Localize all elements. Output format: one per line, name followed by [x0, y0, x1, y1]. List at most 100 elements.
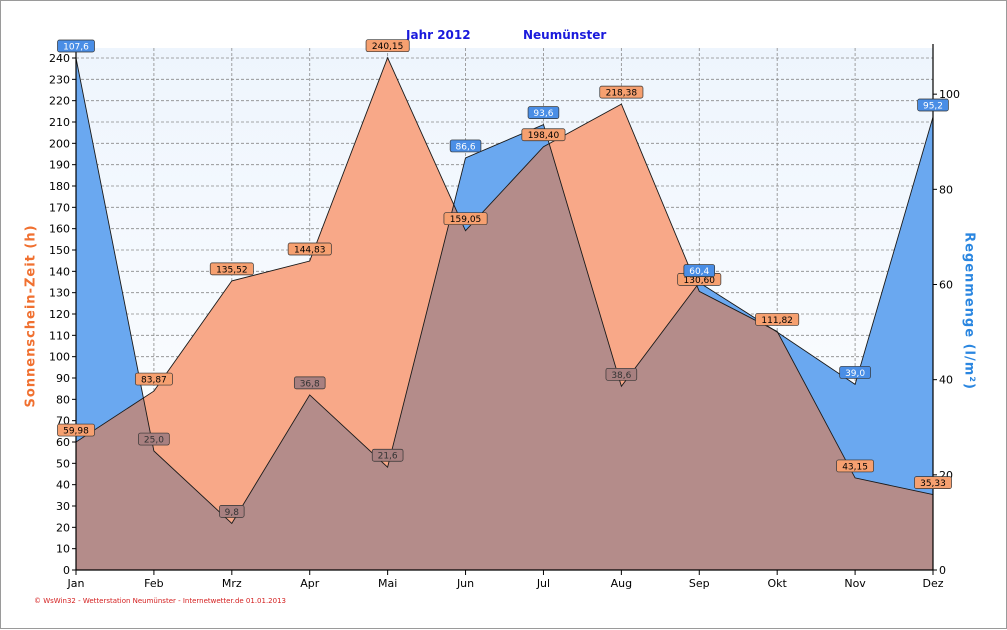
data-label-rain-text: 25,0 [144, 436, 164, 446]
data-label-rain: 21,6 [371, 448, 404, 462]
category-label: Apr [300, 577, 320, 590]
data-label-sun: 159,05 [443, 212, 488, 226]
data-label-rain-box [917, 98, 949, 112]
category-label: Jul [536, 577, 550, 590]
chart-title-year: Jahr 2012 [406, 28, 471, 42]
data-label-sun-box [209, 262, 254, 276]
data-label-rain-text: 21,6 [378, 452, 398, 462]
data-label-sun-box [57, 423, 95, 437]
data-label-sun: 218,38 [599, 85, 644, 99]
data-label-rain-text: 86,6 [456, 142, 476, 152]
series-line-sun [75, 56, 934, 496]
data-label-sun-box [599, 85, 644, 99]
data-label-rain-box [683, 264, 716, 277]
data-label-rain-text: 107,6 [63, 43, 89, 53]
tick-label-left: 160 [49, 223, 70, 236]
data-label-sun: 135,52 [209, 262, 254, 276]
series-line-rain [75, 57, 934, 525]
category-label: Aug [611, 577, 632, 590]
data-label-sun: 43,15 [836, 459, 874, 473]
data-label-rain-box [605, 367, 638, 381]
data-label-rain-text: 9,8 [225, 508, 240, 518]
data-label-rain-box [527, 106, 560, 119]
data-label-rain-box [371, 448, 404, 462]
data-label-rain: 107,6 [57, 39, 95, 53]
chart-title-place: Neumünster [523, 28, 607, 42]
tick-label-left: 10 [56, 543, 70, 556]
data-label-sun-text: 111,82 [761, 316, 793, 326]
data-label-rain-box [293, 376, 326, 390]
tick-label-left: 100 [49, 351, 70, 364]
tick-label-left: 110 [49, 329, 70, 342]
category-label: Jan [67, 577, 85, 590]
data-label-rain-text: 38,6 [611, 371, 631, 381]
category-label: Sep [689, 577, 710, 590]
series-area-overlap [76, 143, 933, 570]
data-label-sun: 111,82 [755, 313, 800, 326]
data-label-sun-box [755, 313, 800, 326]
data-label-rain: 95,2 [917, 98, 949, 112]
tick-label-left: 60 [56, 436, 70, 449]
data-label-sun: 240,15 [365, 39, 410, 52]
data-label-rain-box [219, 505, 245, 518]
data-label-sun-text: 144,83 [294, 246, 326, 256]
tick-label-right: 60 [939, 278, 953, 291]
data-label-sun-box [287, 242, 332, 256]
data-label-sun-text: 135,52 [216, 265, 248, 275]
data-label-rain-text: 95,2 [923, 102, 943, 112]
data-label-rain-box [839, 366, 871, 379]
data-label-sun-text: 218,38 [606, 89, 638, 99]
tick-label-left: 120 [49, 308, 70, 321]
data-label-rain-box [138, 432, 170, 446]
data-label-rain-text: 60,4 [689, 267, 709, 277]
data-label-sun: 83,87 [135, 372, 173, 386]
data-label-sun-text: 240,15 [372, 42, 404, 52]
tick-label-right: 0 [939, 564, 946, 577]
data-label-rain-box [57, 39, 95, 53]
data-label-rain-box [449, 139, 482, 153]
data-label-sun-text: 43,15 [842, 462, 868, 472]
data-label-sun: 198,40 [521, 128, 566, 142]
data-label-sun-box [521, 128, 566, 142]
category-label: Nov [844, 577, 866, 590]
category-label: Okt [768, 577, 788, 590]
data-label-rain: 9,8 [219, 505, 245, 518]
tick-label-left: 80 [56, 393, 70, 406]
tick-label-left: 230 [49, 73, 70, 86]
data-label-sun-text: 59,98 [63, 427, 89, 437]
tick-label-left: 150 [49, 244, 70, 257]
data-label-rain: 39,0 [839, 366, 871, 379]
category-label: Mai [378, 577, 397, 590]
tick-label-left: 50 [56, 457, 70, 470]
tick-label-left: 30 [56, 500, 70, 513]
tick-label-right: 80 [939, 183, 953, 196]
tick-label-left: 40 [56, 479, 70, 492]
data-label-rain-text: 36,8 [300, 379, 320, 389]
category-label: Jun [456, 577, 474, 590]
data-label-sun-text: 35,33 [920, 479, 946, 489]
data-label-sun-text: 198,40 [528, 131, 560, 141]
data-label-rain: 25,0 [138, 432, 170, 446]
tick-label-left: 240 [49, 52, 70, 65]
data-label-rain-text: 93,6 [533, 109, 553, 119]
footer-credit: © WsWin32 - Wetterstation Neumünster - I… [34, 597, 286, 605]
tick-label-left: 0 [63, 564, 70, 577]
data-label-sun: 35,33 [914, 476, 952, 489]
tick-label-left: 200 [49, 137, 70, 150]
tick-label-left: 170 [49, 201, 70, 214]
tick-label-left: 20 [56, 521, 70, 534]
category-label: Mrz [222, 577, 242, 590]
tick-label-right: 40 [939, 374, 953, 387]
data-label-sun: 144,83 [287, 242, 332, 256]
data-label-sun-text: 130,60 [684, 276, 716, 286]
tick-label-left: 90 [56, 372, 70, 385]
category-label: Feb [144, 577, 163, 590]
data-label-rain: 93,6 [527, 106, 560, 119]
category-label: Dez [922, 577, 943, 590]
data-label-sun-box [443, 212, 488, 226]
data-label-sun-box [836, 459, 874, 473]
data-label-rain: 60,4 [683, 264, 716, 277]
data-label-sun-text: 159,05 [450, 215, 482, 225]
data-label-sun-box [914, 476, 952, 489]
